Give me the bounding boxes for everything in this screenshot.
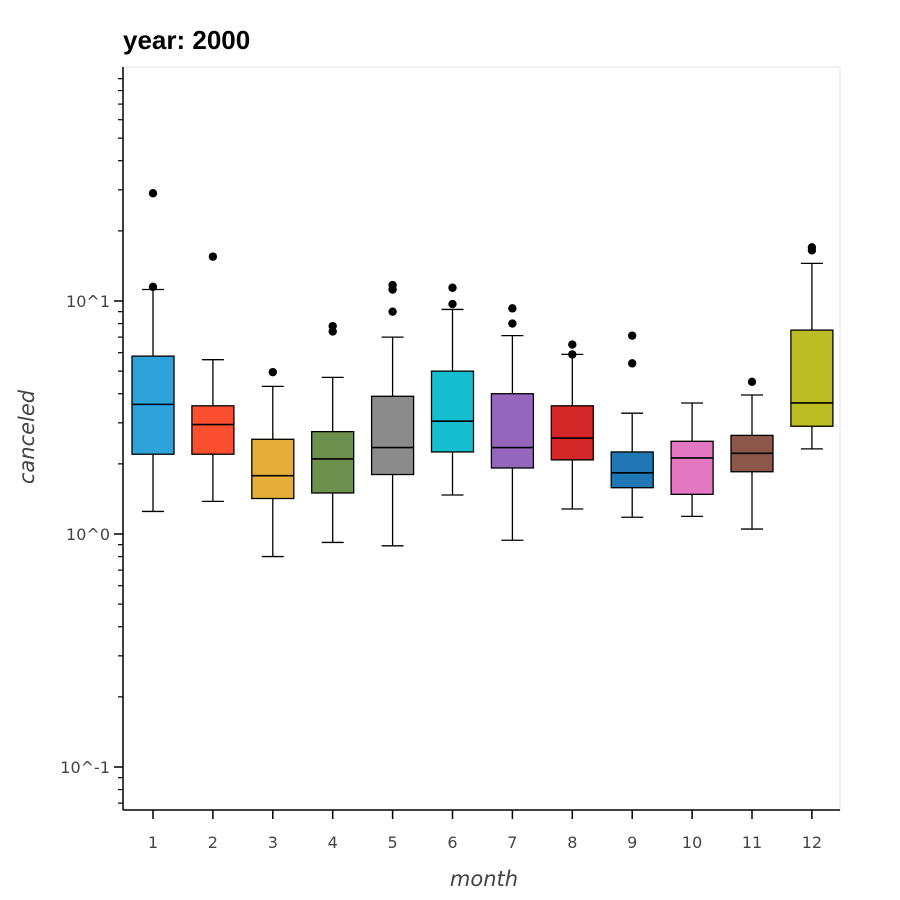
box-month-7 [490, 393, 535, 469]
outlier-point [508, 304, 517, 313]
outlier-point [328, 327, 337, 336]
outlier-point [568, 340, 577, 349]
outlier-point [747, 377, 757, 387]
box-month-6 [430, 370, 475, 453]
outlier-point [148, 189, 158, 198]
outlier-point [388, 285, 397, 294]
chart-title: year: 2000 [123, 25, 250, 55]
box-month-9 [610, 451, 654, 489]
x-tick-label: 8 [567, 833, 577, 852]
x-tick-label: 1 [148, 833, 158, 852]
outlier-point [448, 299, 457, 309]
x-tick-label: 5 [388, 833, 398, 852]
box-month-8 [550, 405, 594, 461]
x-ticks: 1 2 3 4 5 6 7 8 9 10 11 12 [148, 810, 822, 852]
outlier-point [508, 319, 517, 328]
y-tick-label: 10^-1 [60, 758, 110, 777]
outlier-point [807, 246, 817, 255]
box-group [131, 189, 834, 558]
box-month-3 [251, 438, 295, 500]
outlier-point [388, 307, 397, 316]
x-tick-label: 10 [682, 833, 702, 852]
x-tick-label: 3 [268, 833, 278, 852]
outlier-point [628, 359, 637, 368]
x-tick-label: 7 [507, 833, 517, 852]
plot-frame [122, 66, 841, 811]
x-axis-label: month [450, 867, 518, 891]
outlier-point [568, 350, 577, 359]
x-tick-label: 9 [627, 833, 637, 852]
box-month-12 [790, 329, 834, 427]
y-tick-label: 10^1 [66, 292, 110, 311]
y-minor-ticks [118, 78, 123, 804]
x-tick-label: 11 [742, 833, 762, 852]
box-month-5 [370, 395, 415, 476]
x-tick-label: 4 [328, 833, 338, 852]
box-month-2 [191, 405, 235, 455]
outlier-point [268, 367, 277, 377]
outlier-point [448, 283, 457, 292]
x-tick-label: 12 [802, 833, 822, 852]
y-major-ticks: 10^-1 10^0 10^1 [60, 292, 123, 777]
outlier-point [208, 252, 218, 261]
x-tick-label: 2 [208, 833, 218, 852]
y-axis-label: canceled [15, 389, 39, 484]
outlier-point [628, 331, 637, 340]
y-tick-label: 10^0 [66, 525, 110, 544]
x-tick-label: 6 [447, 833, 457, 852]
box-month-4 [311, 430, 355, 494]
box-month-10 [670, 440, 714, 495]
outlier-point [148, 282, 158, 292]
